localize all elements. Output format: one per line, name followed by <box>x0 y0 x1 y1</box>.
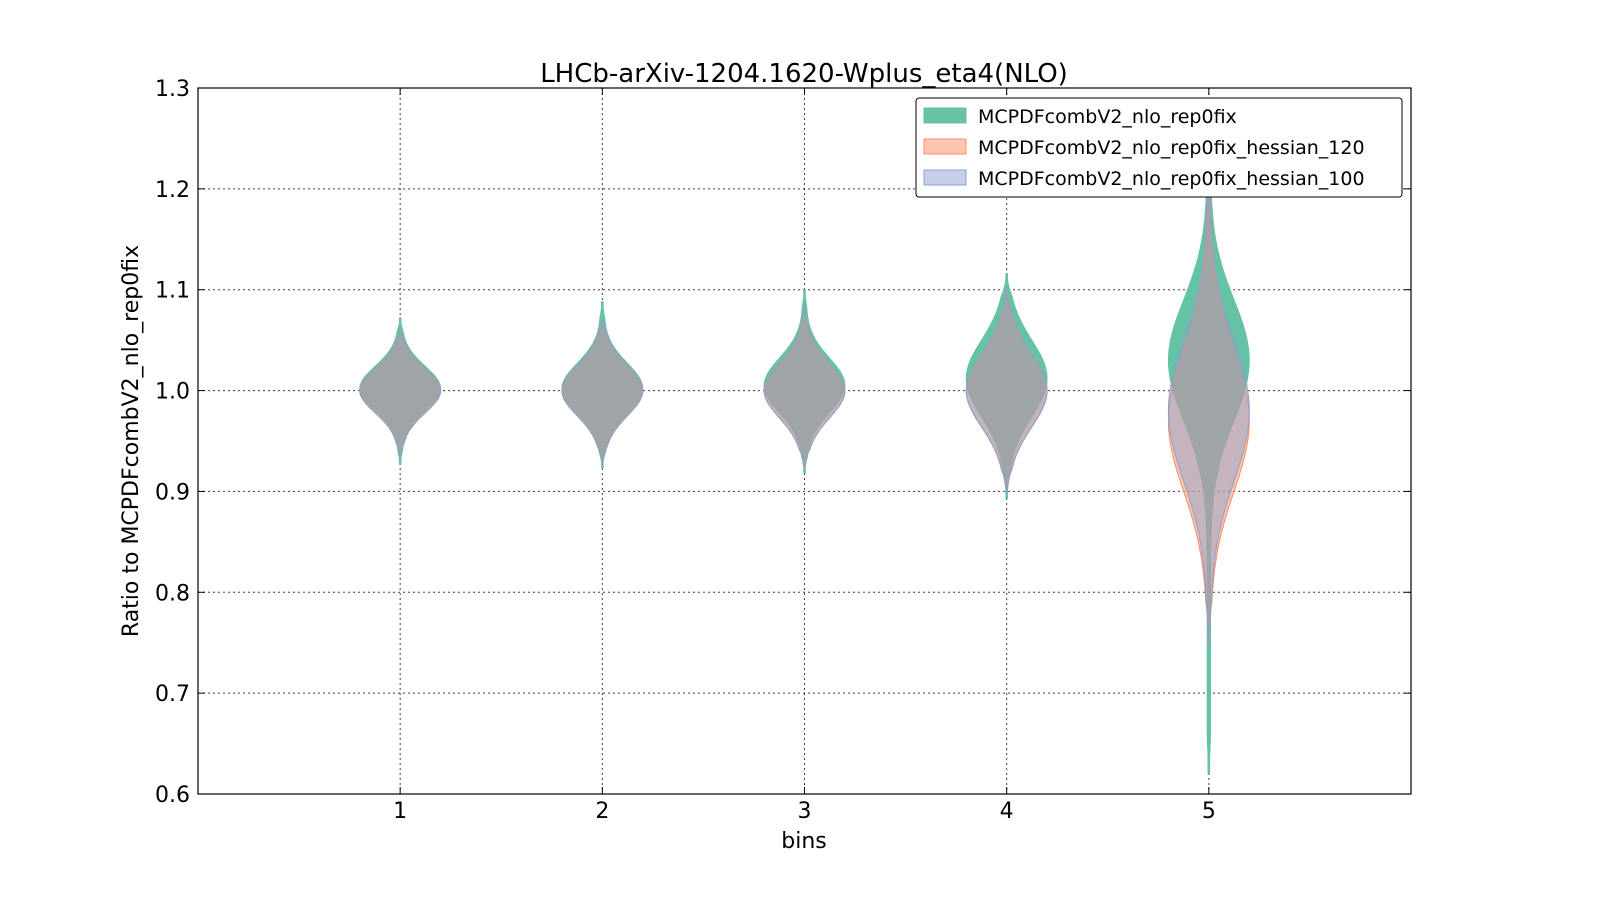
y-tick-label: 1.1 <box>155 279 190 304</box>
violin-series-3-bin-2 <box>561 319 644 462</box>
y-axis-label: Ratio to MCPDFcombV2_nlo_rep0fix <box>119 245 144 637</box>
x-axis-label: bins <box>781 829 826 854</box>
y-tick-label: 0.7 <box>155 682 190 707</box>
legend-frame <box>915 97 1403 198</box>
legend-label: MCPDFcombV2_nlo_rep0fix <box>978 106 1237 128</box>
y-tick-label: 0.9 <box>155 480 190 505</box>
legend: MCPDFcombV2_nlo_rep0fix MCPDFcombV2_nlo_r… <box>915 97 1403 198</box>
legend-label: MCPDFcombV2_nlo_rep0fix_hessian_120 <box>978 137 1365 159</box>
legend-label: MCPDFcombV2_nlo_rep0fix_hessian_100 <box>978 168 1365 190</box>
y-tick-label: 0.6 <box>155 783 190 808</box>
y-tick-label: 1.0 <box>155 380 190 405</box>
x-tick-label: 2 <box>595 799 609 824</box>
legend-swatch <box>923 107 967 124</box>
x-tick-label: 5 <box>1202 799 1216 824</box>
y-tick-label: 0.8 <box>155 581 190 606</box>
chart-title: LHCb-arXiv-1204.1620-Wplus_eta4(NLO) <box>540 59 1068 89</box>
x-tick-label: 4 <box>1000 799 1014 824</box>
y-axis: 0.6 0.7 0.8 0.9 1.0 1.1 1.2 1.3 <box>155 77 1411 808</box>
violin-series-3-bin-5 <box>1167 168 1250 644</box>
x-axis: 1 2 3 4 5 <box>393 88 1216 824</box>
y-tick-label: 1.3 <box>155 77 190 102</box>
y-tick-label: 1.2 <box>155 178 190 203</box>
legend-swatch <box>923 138 967 155</box>
legend-swatch <box>923 169 967 186</box>
violin-series-3-bin-3 <box>763 309 846 467</box>
violin-series-3-bin-1 <box>359 329 442 457</box>
violin-layer <box>359 148 1250 775</box>
x-tick-label: 1 <box>393 799 407 824</box>
x-tick-label: 3 <box>798 799 812 824</box>
violin-series-3-bin-4 <box>965 289 1048 492</box>
